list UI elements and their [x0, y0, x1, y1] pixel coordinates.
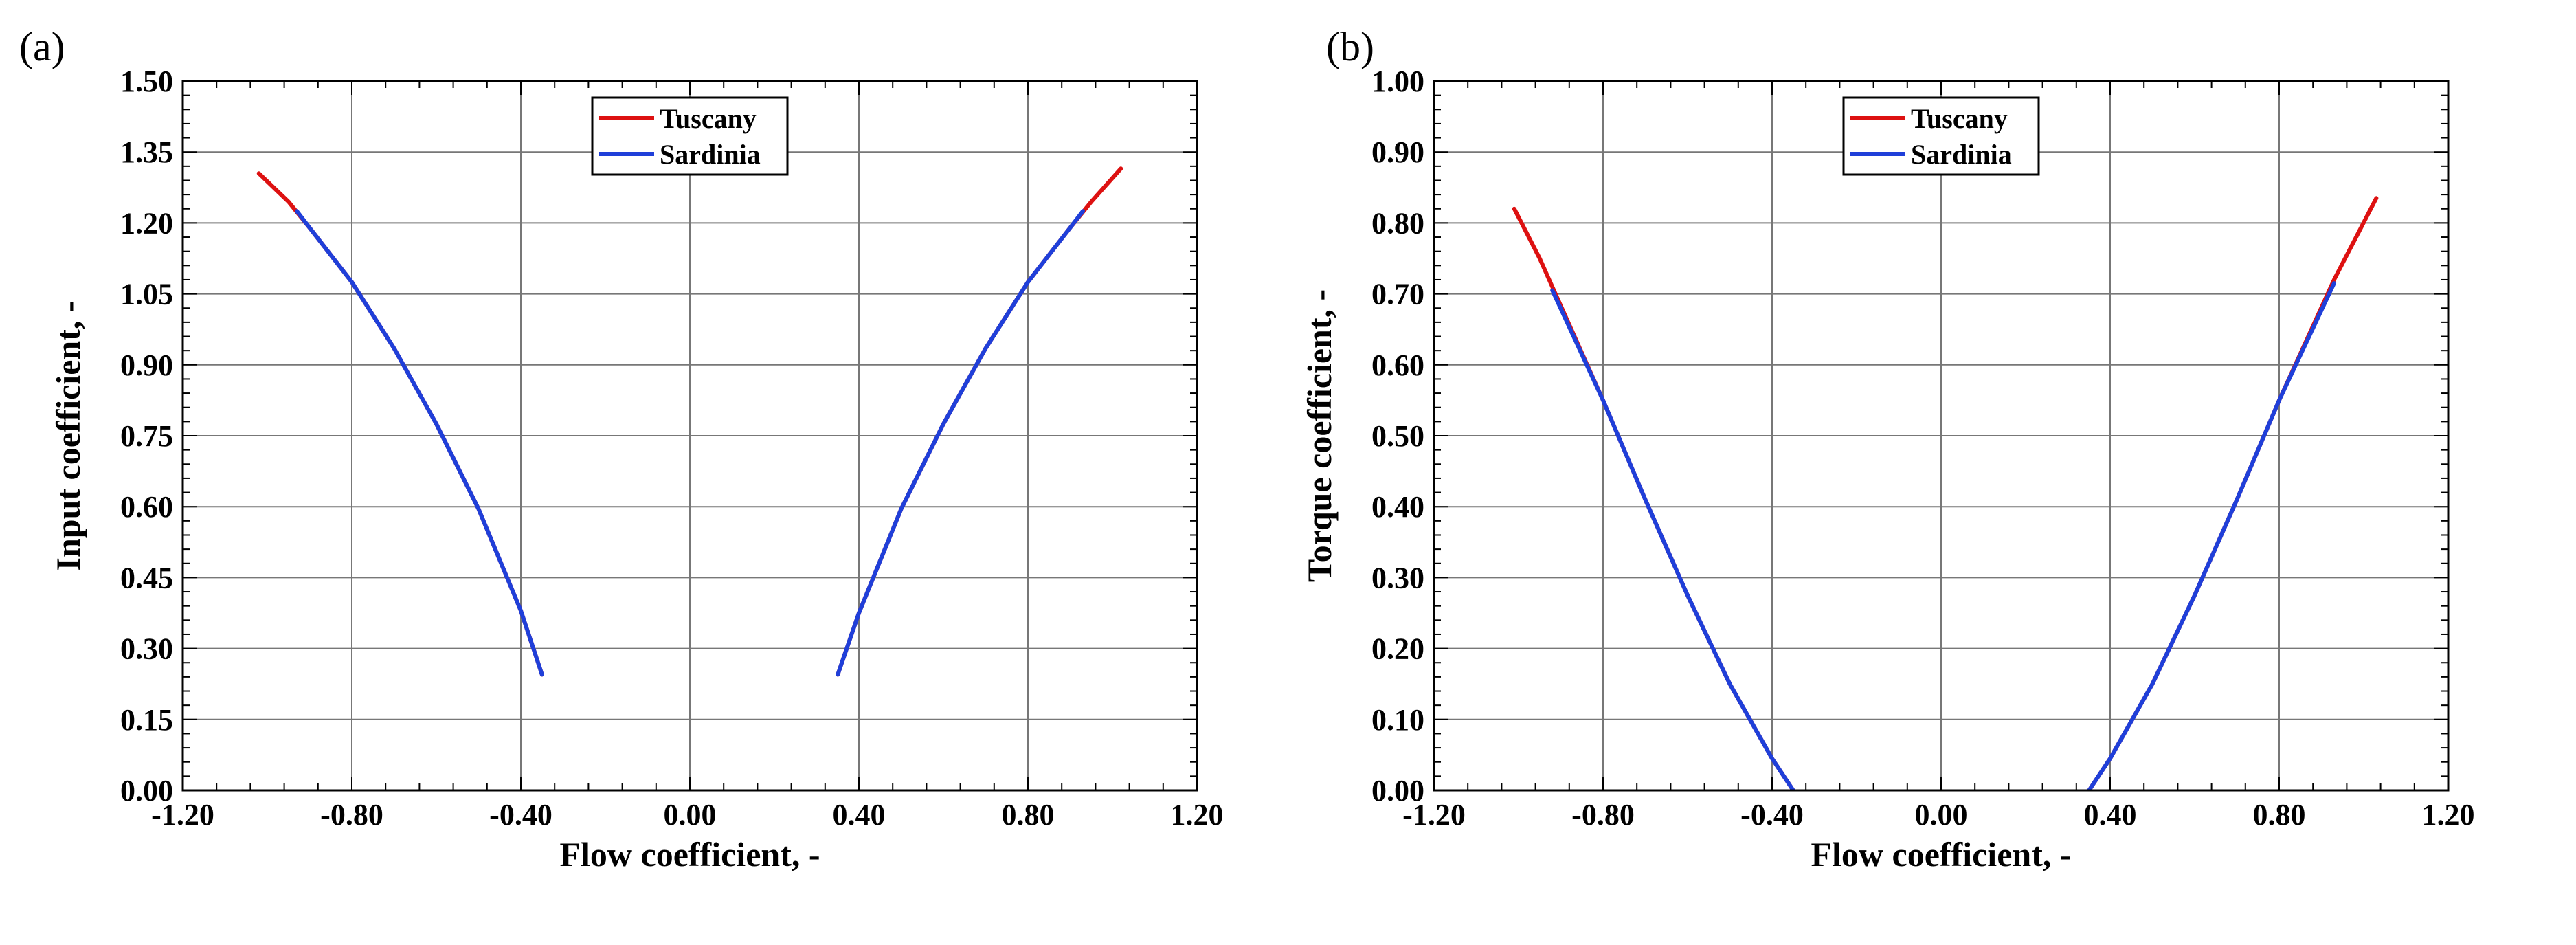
- panel-label: (a): [19, 24, 65, 69]
- x-tick-label: -0.80: [1571, 798, 1635, 832]
- series-line-sardinia: [2087, 281, 2336, 790]
- y-tick-label: 1.00: [1371, 65, 1424, 98]
- legend-box: [591, 96, 789, 176]
- legend-label-sardinia: Sardinia: [660, 139, 761, 170]
- plot-frame: [1433, 80, 2450, 792]
- series-line-sardinia: [1550, 288, 1795, 790]
- series-line-sardinia: [836, 209, 1085, 677]
- x-tick-label: 0.00: [1915, 798, 1968, 832]
- y-tick-label: 0.00: [1371, 774, 1424, 808]
- y-tick-label: 0.75: [120, 419, 173, 453]
- series-sardinia: [1550, 281, 2336, 790]
- y-tick-label: 0.60: [120, 490, 173, 524]
- x-tick-label: 0.00: [664, 798, 717, 832]
- x-axis-label: Flow coefficient, -: [1811, 835, 2071, 874]
- x-tick-label: 0.40: [2084, 798, 2137, 832]
- legend-label-tuscany: Tuscany: [660, 103, 757, 134]
- y-tick-label: 1.05: [120, 278, 173, 311]
- x-axis-label: Flow coefficient, -: [559, 835, 820, 874]
- y-tick-label: 0.80: [1371, 206, 1424, 240]
- y-tick-label: 0.90: [1371, 135, 1424, 169]
- y-tick-label: 1.35: [120, 135, 173, 169]
- y-tick-label: 0.60: [1371, 348, 1424, 382]
- x-tick-label: -0.40: [1740, 798, 1804, 832]
- series-sardinia: [295, 209, 1085, 677]
- y-tick-label: 0.30: [120, 632, 173, 666]
- x-tick-label: 1.20: [2422, 798, 2475, 832]
- y-tick-label: 1.50: [120, 65, 173, 98]
- legend: Tuscany Sardinia: [591, 96, 789, 176]
- y-tick-label: 0.00: [120, 774, 173, 808]
- y-axis-label: Torque coefficient, -: [1300, 289, 1339, 582]
- y-tick-label: 0.45: [120, 561, 173, 594]
- legend-box: [1842, 96, 2040, 176]
- y-tick-label: 0.15: [120, 703, 173, 737]
- y-tick-label: 0.40: [1371, 490, 1424, 524]
- legend-label-sardinia: Sardinia: [1911, 139, 2012, 170]
- series-line-sardinia: [295, 209, 544, 677]
- x-tick-label: 1.20: [1171, 798, 1224, 832]
- y-tick-label: 0.90: [120, 348, 173, 382]
- y-tick-label: 0.10: [1371, 703, 1424, 737]
- series-line-tuscany: [836, 166, 1123, 677]
- y-tick-label: 0.70: [1371, 278, 1424, 311]
- x-tick-label: 0.80: [1002, 798, 1055, 832]
- y-tick-label: 0.30: [1371, 561, 1424, 594]
- series-line-tuscany: [256, 171, 544, 677]
- legend: Tuscany Sardinia: [1842, 96, 2040, 176]
- y-tick-label: 1.20: [120, 206, 173, 240]
- x-tick-label: 0.80: [2253, 798, 2306, 832]
- x-tick-label: -1.20: [1402, 798, 1466, 832]
- panel-label: (b): [1326, 24, 1374, 69]
- x-tick-label: -0.80: [320, 798, 383, 832]
- plot-frame: [181, 80, 1198, 792]
- y-axis-label: Input coefficient, -: [49, 301, 87, 571]
- chart-panel-b: (b) -1.20 -0.80 -0.40 0.00 0.40 0.80 1.20 0.00 0.…: [1300, 24, 2475, 874]
- x-tick-label: -0.40: [489, 798, 552, 832]
- chart-panel-a: (a) -1.20 -0.80 -0.40 0.00 0.40 0.80 1.20 0.00 0.…: [19, 24, 1224, 874]
- x-tick-label: -1.20: [151, 798, 214, 832]
- y-tick-label: 0.20: [1371, 632, 1424, 666]
- legend-label-tuscany: Tuscany: [1911, 103, 2008, 134]
- x-tick-label: 0.40: [833, 798, 886, 832]
- y-tick-label: 0.50: [1371, 419, 1424, 453]
